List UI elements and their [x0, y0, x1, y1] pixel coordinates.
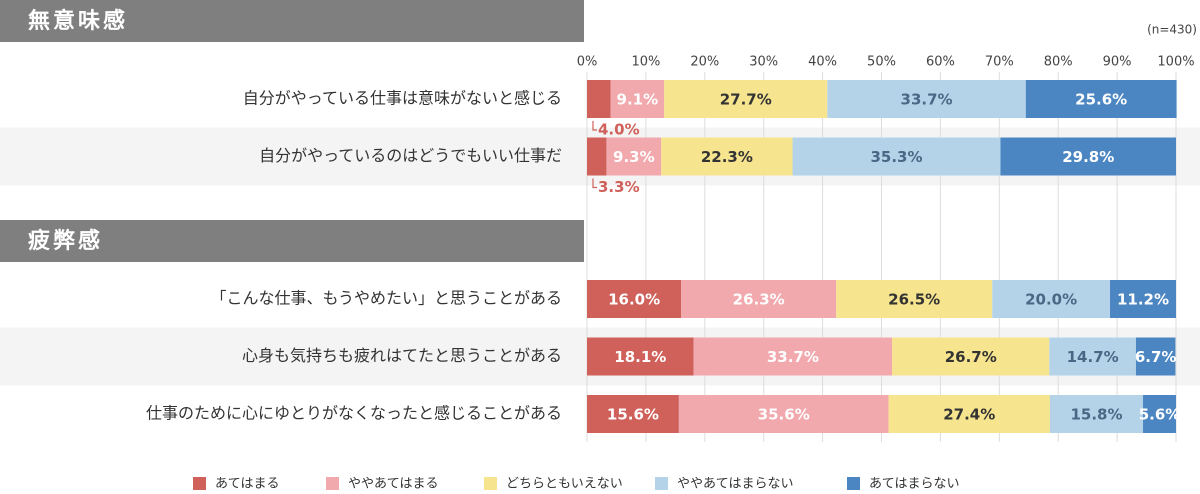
x-tick-label: 70%: [985, 55, 1014, 70]
value-label: 26.3%: [733, 291, 785, 309]
bar-segment: [792, 137, 1001, 176]
value-label: 18.1%: [614, 348, 666, 366]
bar-segment: [678, 395, 889, 433]
bar-segment: [1025, 80, 1177, 118]
callout-line: [592, 121, 597, 131]
legend-swatch: [655, 477, 668, 490]
value-label: 9.1%: [617, 91, 659, 109]
x-tick-label: 30%: [749, 55, 778, 70]
bar-segment: [1049, 395, 1144, 433]
bar-segment: [606, 137, 662, 176]
legend-label: あてはまる: [215, 477, 279, 492]
value-label: 15.6%: [607, 406, 659, 424]
value-label: 27.7%: [720, 91, 772, 109]
value-label: 6.7%: [1135, 348, 1177, 366]
x-tick-label: 90%: [1103, 55, 1132, 70]
bar-segment: [587, 80, 611, 118]
bar-segment: [693, 337, 893, 376]
x-tick-label: 0%: [577, 55, 598, 70]
x-tick-label: 10%: [631, 55, 660, 70]
bar-segment: [661, 137, 793, 176]
value-label: 4.0%: [598, 121, 640, 139]
section-title: 無意味感: [28, 8, 128, 34]
x-tick-label: 50%: [867, 55, 896, 70]
value-label: 26.5%: [888, 291, 940, 309]
legend-swatch: [847, 477, 860, 490]
bar-segment: [827, 80, 1026, 118]
value-label: 35.6%: [758, 406, 810, 424]
bar-segment: [587, 280, 682, 318]
legend-label: ややあてはまる: [348, 477, 438, 492]
value-label: 16.0%: [608, 291, 660, 309]
bar-segment: [664, 80, 828, 118]
x-tick-label: 40%: [808, 55, 837, 70]
section-header: [0, 0, 584, 42]
category-label: 自分がやっている仕事は意味がないと感じる: [243, 89, 562, 108]
value-label: 3.3%: [598, 178, 640, 196]
section-title: 疲弊感: [28, 228, 103, 254]
category-label: 心身も気持ちも疲れはてたと思うことがある: [242, 346, 562, 365]
x-tick-label: 80%: [1044, 55, 1073, 70]
legend-swatch: [193, 477, 206, 490]
section-header: [0, 220, 584, 262]
value-label: 11.2%: [1117, 291, 1169, 309]
legend-swatch: [326, 477, 339, 490]
value-label: 14.7%: [1067, 348, 1119, 366]
bar-segment: [888, 395, 1050, 433]
bar-segment: [587, 137, 607, 176]
legend-label: どちらともいえない: [506, 477, 623, 492]
value-label: 29.8%: [1062, 148, 1114, 166]
value-label: 35.3%: [870, 148, 922, 166]
value-label: 33.7%: [901, 91, 953, 109]
value-label: 33.7%: [767, 348, 819, 366]
x-tick-label: 60%: [926, 55, 955, 70]
category-label: 仕事のために心にゆとりがなくなったと感じることがある: [146, 404, 562, 423]
value-label: 20.0%: [1025, 291, 1077, 309]
bar-segment: [610, 80, 665, 118]
category-label: 「こんな仕事、もうやめたい」と思うことがある: [210, 289, 562, 308]
value-label: 15.8%: [1070, 406, 1122, 424]
bar-segment: [892, 337, 1050, 376]
value-label: 9.3%: [613, 148, 655, 166]
legend-swatch: [484, 477, 497, 490]
legend-label: あてはまらない: [869, 477, 959, 492]
bar-segment: [681, 280, 837, 318]
bar-segment: [587, 337, 694, 376]
value-label: 5.6%: [1139, 406, 1181, 424]
value-label: 27.4%: [943, 406, 995, 424]
sample-note: (n=430): [1147, 23, 1197, 37]
bar-segment: [1143, 395, 1176, 433]
bar-segment: [836, 280, 993, 318]
legend-label: ややあてはまらない: [677, 477, 793, 492]
bar-segment: [1049, 337, 1136, 376]
x-tick-label: 100%: [1157, 55, 1194, 70]
category-label: 自分がやっているのはどうでもいい仕事だ: [259, 146, 562, 165]
bar-segment: [1000, 137, 1176, 176]
value-label: 22.3%: [701, 148, 753, 166]
value-label: 26.7%: [945, 348, 997, 366]
bar-segment: [587, 395, 679, 433]
bar-segment: [1110, 280, 1176, 318]
bar-segment: [1135, 337, 1176, 376]
x-tick-label: 20%: [690, 55, 719, 70]
bar-segment: [992, 280, 1111, 318]
callout-line: [592, 178, 597, 189]
value-label: 25.6%: [1075, 91, 1127, 109]
